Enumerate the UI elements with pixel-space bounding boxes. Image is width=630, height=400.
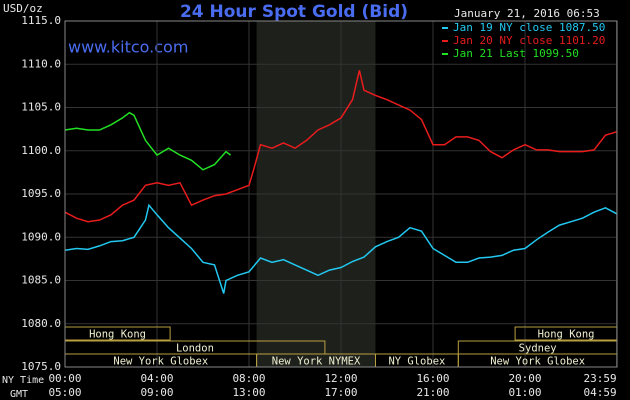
series-line	[64, 70, 618, 223]
chart-title: 24 Hour Spot Gold (Bid)	[180, 2, 408, 22]
x2-tick-label: 21:00	[416, 386, 449, 399]
y-tick-label: 1075.0	[21, 360, 61, 373]
session-label: New York Globex	[490, 356, 585, 368]
y-axis-label: USD/oz	[3, 2, 43, 15]
x2-tick-label: 04:59	[583, 386, 616, 399]
watermark: www.kitco.com	[68, 38, 188, 57]
y-tick-label: 1115.0	[21, 14, 61, 27]
y-tick-label: 1110.0	[21, 57, 61, 70]
session-label: NY Globex	[388, 356, 445, 368]
legend-label: Jan 20 NY close 1101.20	[453, 34, 605, 47]
x2-tick-label: 17:00	[324, 386, 357, 399]
legend-label: Jan 21 Last 1099.50	[453, 47, 579, 60]
x-tick-label: 00:00	[48, 372, 81, 385]
session-label: New York NYMEX	[272, 356, 361, 368]
timestamp: January 21, 2016 06:53	[454, 7, 600, 20]
session-label: Sydney	[519, 343, 557, 355]
x2-tick-label: 13:00	[232, 386, 265, 399]
y-tick-label: 1090.0	[21, 230, 61, 243]
plot-frame	[64, 20, 618, 368]
session-label: New York Globex	[113, 356, 208, 368]
x-tick-label: 04:00	[140, 372, 173, 385]
session-label: London	[176, 343, 214, 355]
x2-axis-label: GMT	[10, 389, 28, 400]
x2-tick-label: 01:00	[508, 386, 541, 399]
x-tick-label: 08:00	[232, 372, 265, 385]
y-tick-label: 1095.0	[21, 187, 61, 200]
x-tick-label: 16:00	[416, 372, 449, 385]
x2-tick-label: 05:00	[48, 386, 81, 399]
x2-tick-label: 09:00	[140, 386, 173, 399]
y-tick-label: 1080.0	[21, 317, 61, 330]
y-tick-label: 1100.0	[21, 144, 61, 157]
session-label: Hong Kong	[89, 329, 146, 341]
x-axis-label: NY Time	[2, 375, 44, 386]
series-line	[64, 111, 232, 171]
x-tick-label: 12:00	[324, 372, 357, 385]
session-label: Hong Kong	[538, 329, 595, 341]
x-tick-label: 20:00	[508, 372, 541, 385]
y-tick-label: 1085.0	[21, 274, 61, 287]
x-tick-label: 23:59	[583, 372, 616, 385]
y-tick-label: 1105.0	[21, 101, 61, 114]
legend-label: Jan 19 NY close 1087.50	[453, 21, 605, 34]
series-line	[64, 203, 618, 294]
